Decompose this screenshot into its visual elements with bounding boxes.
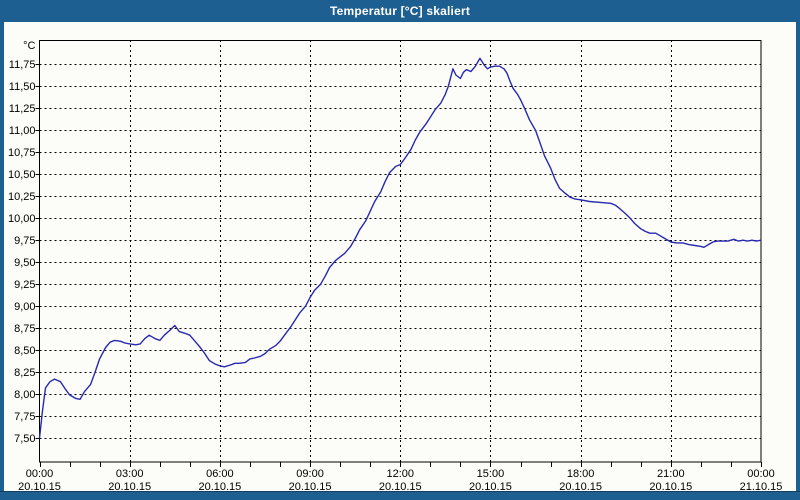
y-tick-label: 10,00 <box>8 213 36 225</box>
window-border-right <box>796 0 800 500</box>
y-tick-label: 11,25 <box>9 103 36 115</box>
y-tick-label: 11,50 <box>9 81 36 93</box>
x-time-label: 09:00 <box>296 468 324 480</box>
y-tick-label: 9,25 <box>14 279 35 291</box>
x-date-label: 20.10.15 <box>379 481 422 493</box>
y-tick-label: 8,00 <box>14 389 35 401</box>
hour-ticks <box>40 462 762 467</box>
x-time-label: 18:00 <box>567 468 595 480</box>
x-time-labels: 00:00 03:00 06:00 09:00 12:00 15:00 18:00 21:00… <box>26 468 775 480</box>
window-border-bottom <box>0 491 800 500</box>
x-date-label: 20.10.15 <box>559 481 602 493</box>
x-time-label: 06:00 <box>206 468 234 480</box>
x-gridlines <box>130 40 672 462</box>
x-time-label: 21:00 <box>657 468 685 480</box>
y-tick-label: 10,50 <box>8 169 36 181</box>
temperature-series-path <box>38 57 762 439</box>
x-date-labels: 20.10.15 20.10.15 20.10.15 20.10.15 20.10.15… <box>18 481 782 493</box>
x-date-label: 20.10.15 <box>649 481 692 493</box>
y-tick-label: 10,75 <box>8 147 36 159</box>
x-date-label: 20.10.15 <box>108 481 151 493</box>
y-axis-unit-label: °C <box>23 40 35 52</box>
y-tick-label: 11,75 <box>9 59 36 71</box>
window-title: Temperatur [°C] skaliert <box>329 4 471 18</box>
x-time-label: 03:00 <box>116 468 144 480</box>
x-time-label: 00:00 <box>26 468 54 480</box>
x-date-label: 20.10.15 <box>18 481 61 493</box>
y-tick-label: 9,75 <box>14 235 35 247</box>
x-time-label: 12:00 <box>386 468 414 480</box>
y-tick-label: 8,25 <box>14 367 35 379</box>
x-date-label: 20.10.15 <box>289 481 332 493</box>
y-tick-label: 8,75 <box>14 323 35 335</box>
y-tick-label: 8,50 <box>14 345 35 357</box>
y-tick-label: 10,25 <box>8 191 36 203</box>
x-date-label: 20.10.15 <box>469 481 512 493</box>
x-time-label: 15:00 <box>477 468 505 480</box>
y-axis-ticks <box>35 64 40 439</box>
y-tick-label: 11,00 <box>9 125 36 137</box>
x-time-label: 00:00 <box>747 468 775 480</box>
y-tick-labels: 11,75 11,50 11,25 11,00 10,75 10,50 10,25 10,00… <box>8 59 36 445</box>
y-tick-label: 7,50 <box>14 433 35 445</box>
y-tick-label: 9,00 <box>14 301 35 313</box>
temperature-line <box>38 57 762 439</box>
window-border-left <box>0 0 4 500</box>
x-date-label: 21.10.15 <box>740 481 783 493</box>
y-tick-label: 9,50 <box>14 257 35 269</box>
x-date-label: 20.10.15 <box>198 481 241 493</box>
window-title-bar: Temperatur [°C] skaliert <box>0 0 800 22</box>
y-gridlines <box>39 64 761 439</box>
y-axis-unit-text: °C <box>23 40 35 52</box>
y-tick-label: 7,75 <box>14 411 35 423</box>
